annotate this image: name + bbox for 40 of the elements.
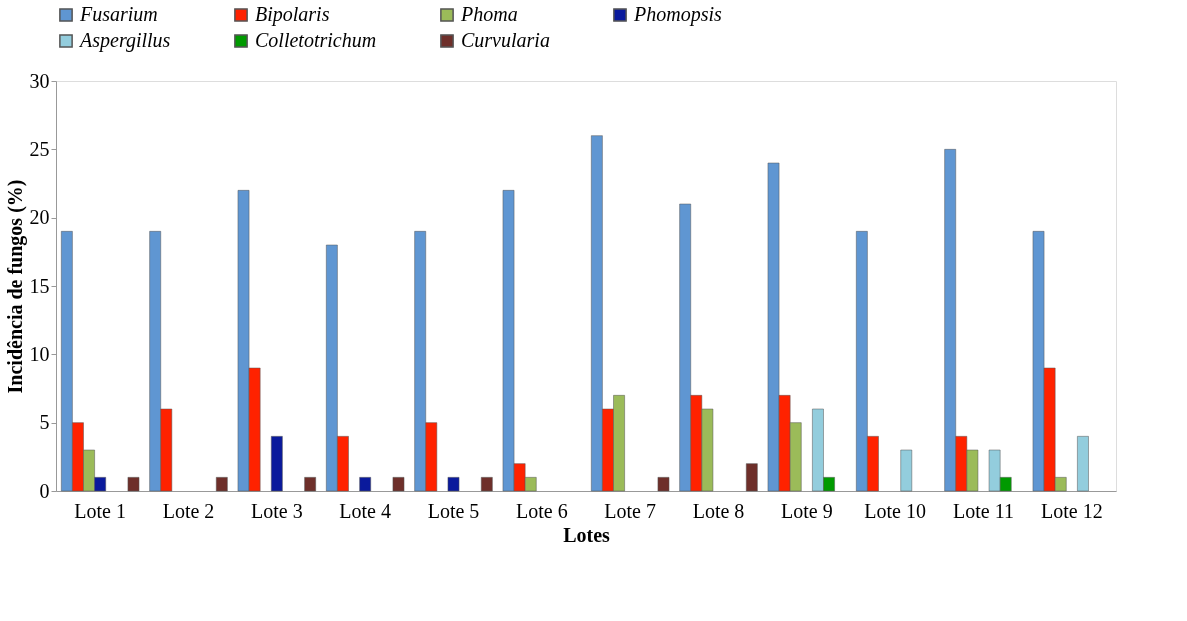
bar xyxy=(127,477,140,492)
x-tick-label: Lote 9 xyxy=(781,499,833,522)
x-tick-label: Lote 12 xyxy=(1041,499,1103,522)
legend-label: Phoma xyxy=(460,3,518,25)
y-tick-label: 15 xyxy=(29,274,50,297)
bar xyxy=(359,477,371,492)
bar xyxy=(900,449,913,492)
x-tick-label: Lote 4 xyxy=(339,499,391,522)
x-tick-label: Lote 2 xyxy=(162,499,215,522)
y-tick-label: 5 xyxy=(39,411,50,434)
bar xyxy=(304,477,316,492)
bar xyxy=(1077,436,1089,492)
x-axis-title: Lotes xyxy=(563,523,611,546)
x-tick-label: Lote 10 xyxy=(864,499,926,522)
legend-label: Fusarium xyxy=(79,3,158,25)
x-tick-label: Lote 1 xyxy=(74,499,126,522)
x-tick-label: Lote 11 xyxy=(953,499,1014,522)
y-tick-label: 25 xyxy=(29,137,50,160)
bar xyxy=(657,477,670,492)
bar xyxy=(746,463,758,492)
y-tick-label: 30 xyxy=(29,69,50,92)
legend-label: Bipolaris xyxy=(255,3,330,26)
x-tick-label: Lote 8 xyxy=(692,499,745,522)
bar xyxy=(216,477,228,492)
y-axis-title: Incidência de fungos (%) xyxy=(3,179,27,394)
x-tick-label: Lote 3 xyxy=(251,499,303,522)
bar xyxy=(392,477,405,492)
bar xyxy=(481,477,493,492)
x-tick-label: Lote 5 xyxy=(427,499,480,522)
y-tick-label: 10 xyxy=(29,342,50,365)
bar xyxy=(271,436,283,492)
bar xyxy=(447,477,460,492)
y-tick-label: 20 xyxy=(29,206,50,229)
x-tick-label: Lote 7 xyxy=(604,499,656,522)
legend-label: Curvularia xyxy=(461,29,550,51)
y-tick-label: 0 xyxy=(39,479,50,502)
legend-label: Aspergillus xyxy=(78,29,171,52)
legend-label: Phomopsis xyxy=(633,3,722,26)
legend-label: Colletotrichum xyxy=(255,29,377,51)
x-tick-label: Lote 6 xyxy=(516,499,568,522)
